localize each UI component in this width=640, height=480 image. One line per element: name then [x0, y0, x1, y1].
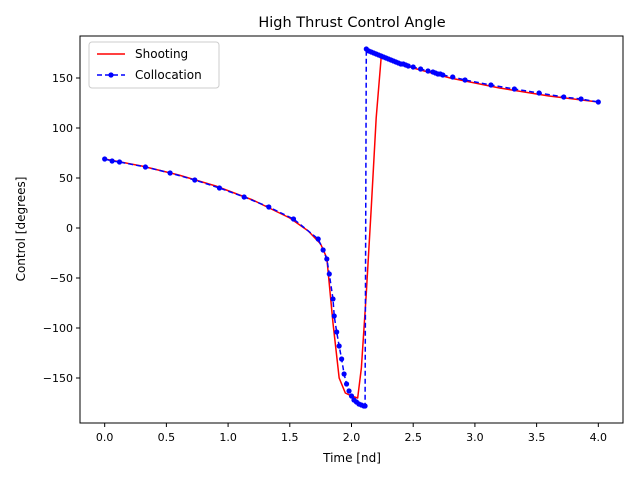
y-axis-label: Control [degrees]	[14, 177, 28, 282]
y-tick-label: −50	[50, 272, 73, 285]
data-point-collocation	[326, 271, 332, 277]
data-point-collocation	[341, 371, 347, 377]
data-point-collocation	[578, 96, 584, 102]
data-point-collocation	[142, 164, 149, 170]
data-point-collocation	[216, 185, 223, 191]
x-tick-label: 3.5	[528, 431, 546, 444]
data-point-collocation	[348, 393, 355, 399]
data-point-collocation	[339, 356, 345, 362]
data-point-collocation	[405, 63, 411, 69]
ticks-layer: 0.0 0.5 1.0 1.5 2.0 2.5 3.0 3.5 4.0 −150 −100 −50 0 5…	[43, 72, 607, 444]
data-point-collocation	[450, 74, 456, 80]
data-point-collocation	[425, 68, 431, 74]
data-point-collocation	[266, 204, 272, 210]
data-point-collocation	[331, 313, 337, 319]
y-tick-label: 150	[52, 72, 73, 85]
x-axis-label: Time [nd]	[322, 451, 381, 465]
y-tick-label: −100	[43, 322, 73, 335]
x-tick-label: 0.0	[96, 431, 114, 444]
data-point-collocation	[336, 343, 342, 349]
series-line-shooting	[104, 57, 599, 399]
x-tick-label: 1.0	[219, 431, 237, 444]
data-point-collocation	[440, 72, 446, 78]
series-layer	[102, 46, 601, 409]
chart-title: High Thrust Control Angle	[258, 15, 445, 31]
data-point-collocation	[167, 170, 173, 176]
data-point-collocation	[410, 64, 416, 70]
data-point-collocation	[343, 381, 350, 387]
data-point-collocation	[320, 247, 326, 253]
data-point-collocation	[290, 216, 297, 222]
y-tick-label: 0	[66, 222, 73, 235]
series-line-collocation	[104, 48, 599, 407]
y-tick-label: −150	[43, 372, 73, 385]
data-point-collocation	[330, 296, 336, 302]
y-tick-label: 100	[52, 122, 73, 135]
x-tick-label: 1.5	[281, 431, 299, 444]
data-point-collocation	[241, 194, 247, 200]
data-point-collocation	[511, 86, 517, 92]
data-point-collocation	[488, 82, 494, 88]
x-tick-label: 2.5	[404, 431, 422, 444]
data-point-collocation	[102, 156, 108, 162]
legend-marker	[108, 72, 114, 78]
y-tick-label: 50	[59, 172, 73, 185]
data-point-collocation	[462, 77, 468, 83]
legend-label-shooting: Shooting	[135, 47, 188, 61]
legend: Shooting Collocation	[88, 41, 220, 89]
data-point-collocation	[192, 177, 198, 183]
data-point-collocation	[315, 236, 321, 242]
x-tick-label: 2.0	[343, 431, 361, 444]
data-point-collocation	[536, 90, 542, 96]
data-point-collocation	[346, 388, 352, 394]
x-tick-label: 3.0	[466, 431, 484, 444]
data-point-collocation	[418, 66, 424, 72]
data-point-collocation	[561, 94, 567, 100]
data-point-collocation	[324, 256, 330, 262]
data-point-collocation	[362, 403, 368, 409]
x-tick-label: 0.5	[158, 431, 176, 444]
data-point-collocation	[334, 329, 340, 335]
data-point-collocation	[109, 158, 115, 164]
data-point-collocation	[595, 99, 601, 105]
data-point-collocation	[116, 159, 123, 165]
x-tick-label: 4.0	[590, 431, 608, 444]
legend-label-collocation: Collocation	[135, 68, 202, 82]
